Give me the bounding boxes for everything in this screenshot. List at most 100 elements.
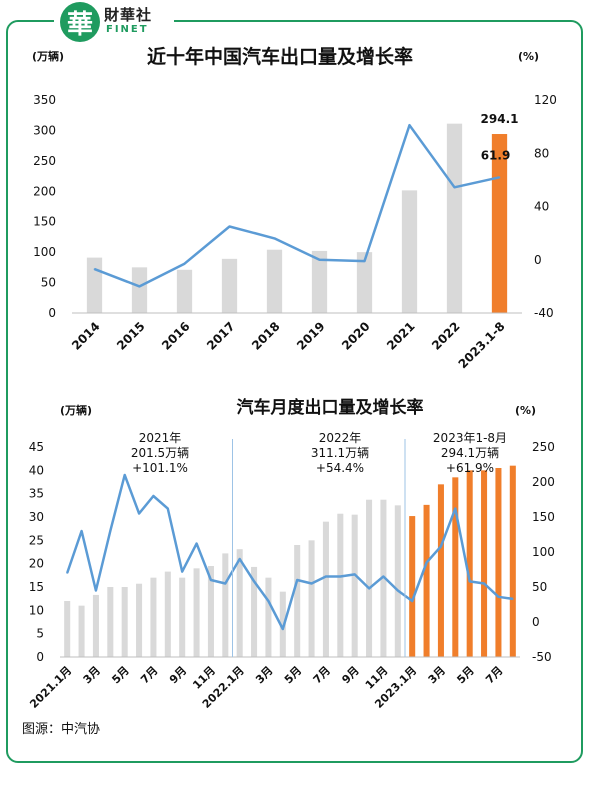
growth-point <box>267 600 270 602</box>
finet-logo-icon: 華 <box>60 2 100 42</box>
brand-sub: FINET <box>106 24 149 35</box>
growth-point <box>95 589 97 592</box>
left-tick-label: 40 <box>29 463 44 477</box>
x-tick-label: 7月 <box>483 664 505 686</box>
annotation-year: 2022年 <box>319 431 362 445</box>
left-tick-label: 45 <box>29 440 44 454</box>
bar <box>92 594 99 657</box>
annual-chart: 近十年中国汽车出口量及增长率 (万辆) (%) 0 50 100 150 200 250 300 3… <box>32 45 557 371</box>
bar <box>337 513 344 657</box>
left-tick-label: 250 <box>33 154 56 168</box>
bar <box>179 577 186 657</box>
x-tick-label: 7月 <box>311 664 333 686</box>
growth-point <box>167 507 169 510</box>
growth-point <box>310 582 313 585</box>
left-tick-label: 100 <box>33 245 56 259</box>
bar-value-label: 294.1 <box>481 112 519 126</box>
x-tick-label: 2015 <box>114 319 148 353</box>
bar <box>356 252 373 313</box>
growth-point <box>440 545 442 548</box>
left-unit-label: (万辆) <box>60 403 92 417</box>
growth-point <box>497 596 500 598</box>
right-unit-label: (%) <box>515 404 536 417</box>
chart-title: 近十年中国汽车出口量及增长率 <box>147 45 413 68</box>
annotation-growth: +61.9% <box>446 461 494 475</box>
x-tick-label: 9月 <box>167 664 189 686</box>
bar <box>193 568 200 657</box>
growth-point <box>339 575 342 578</box>
growth-point <box>353 573 356 576</box>
growth-point <box>238 558 241 560</box>
annotation-total: 311.1万辆 <box>311 446 369 460</box>
bar <box>78 605 85 657</box>
growth-point <box>195 542 198 545</box>
bar <box>409 516 416 657</box>
growth-point <box>138 512 140 515</box>
growth-point <box>224 582 227 585</box>
right-tick-label: 250 <box>532 440 555 454</box>
bar <box>466 470 473 657</box>
growth-point <box>296 579 298 581</box>
x-tick-label: 2019 <box>294 319 328 353</box>
right-tick-label: 40 <box>534 200 549 214</box>
right-tick-label: -40 <box>534 306 554 320</box>
bar <box>437 484 444 657</box>
right-tick-label: 50 <box>532 580 547 594</box>
right-tick-label: 0 <box>534 253 542 267</box>
growth-point <box>408 124 411 126</box>
growth-point <box>498 176 501 179</box>
bar <box>131 267 148 313</box>
left-tick-label: 10 <box>29 603 44 617</box>
annotation-year: 2023年1-8月 <box>433 431 507 445</box>
x-tick-label: 9月 <box>339 664 361 686</box>
bar <box>394 505 401 657</box>
monthly-chart: 汽车月度出口量及增长率 (万辆) (%) 0 5 10 15 20 25 30 35 40 45 -50 0… <box>27 397 555 711</box>
left-tick-label: 15 <box>29 580 44 594</box>
annotation-total: 294.1万辆 <box>441 446 499 460</box>
right-tick-label: 0 <box>532 615 540 629</box>
growth-value-label: 61.9 <box>481 148 511 162</box>
growth-point <box>152 495 155 497</box>
left-tick-label: 50 <box>41 276 56 290</box>
growth-line <box>66 473 513 631</box>
bar <box>322 521 329 657</box>
x-tick-label: 2014 <box>69 319 103 353</box>
x-tick-label: 2018 <box>249 319 283 353</box>
x-tick-label: 2017 <box>204 319 238 353</box>
growth-point <box>109 530 112 532</box>
bar <box>251 566 258 657</box>
x-tick-label: 2023.1-8 <box>456 319 508 371</box>
x-tick-label: 2021 <box>384 319 418 353</box>
left-unit-label: (万辆) <box>32 49 64 63</box>
growth-point <box>397 589 399 592</box>
bar <box>279 591 286 657</box>
growth-point <box>454 507 457 510</box>
bar <box>380 499 387 657</box>
bar <box>121 587 128 657</box>
growth-point <box>228 225 231 228</box>
right-tick-label: 150 <box>532 510 555 524</box>
bar <box>221 258 238 313</box>
annotation-total: 201.5万辆 <box>131 446 189 460</box>
bar <box>452 477 459 657</box>
x-tick-label: 7月 <box>138 664 160 686</box>
bar <box>236 549 243 657</box>
growth-point <box>318 258 321 261</box>
growth-point <box>368 587 370 590</box>
left-tick-label: 20 <box>29 557 44 571</box>
growth-point <box>66 572 68 574</box>
x-tick-label: 2021.1月 <box>27 664 74 711</box>
growth-point <box>425 561 428 564</box>
growth-point <box>483 582 485 585</box>
right-tick-label: 80 <box>534 146 549 160</box>
right-tick-label: 100 <box>532 545 555 559</box>
annotation-growth: +54.4% <box>316 461 364 475</box>
right-unit-label: (%) <box>518 50 539 63</box>
growth-point <box>181 570 183 573</box>
annotation-growth: +101.1% <box>132 461 188 475</box>
left-tick-label: 0 <box>36 650 44 664</box>
left-tick-label: 350 <box>33 93 56 107</box>
growth-point <box>253 580 255 583</box>
growth-point <box>183 262 186 265</box>
